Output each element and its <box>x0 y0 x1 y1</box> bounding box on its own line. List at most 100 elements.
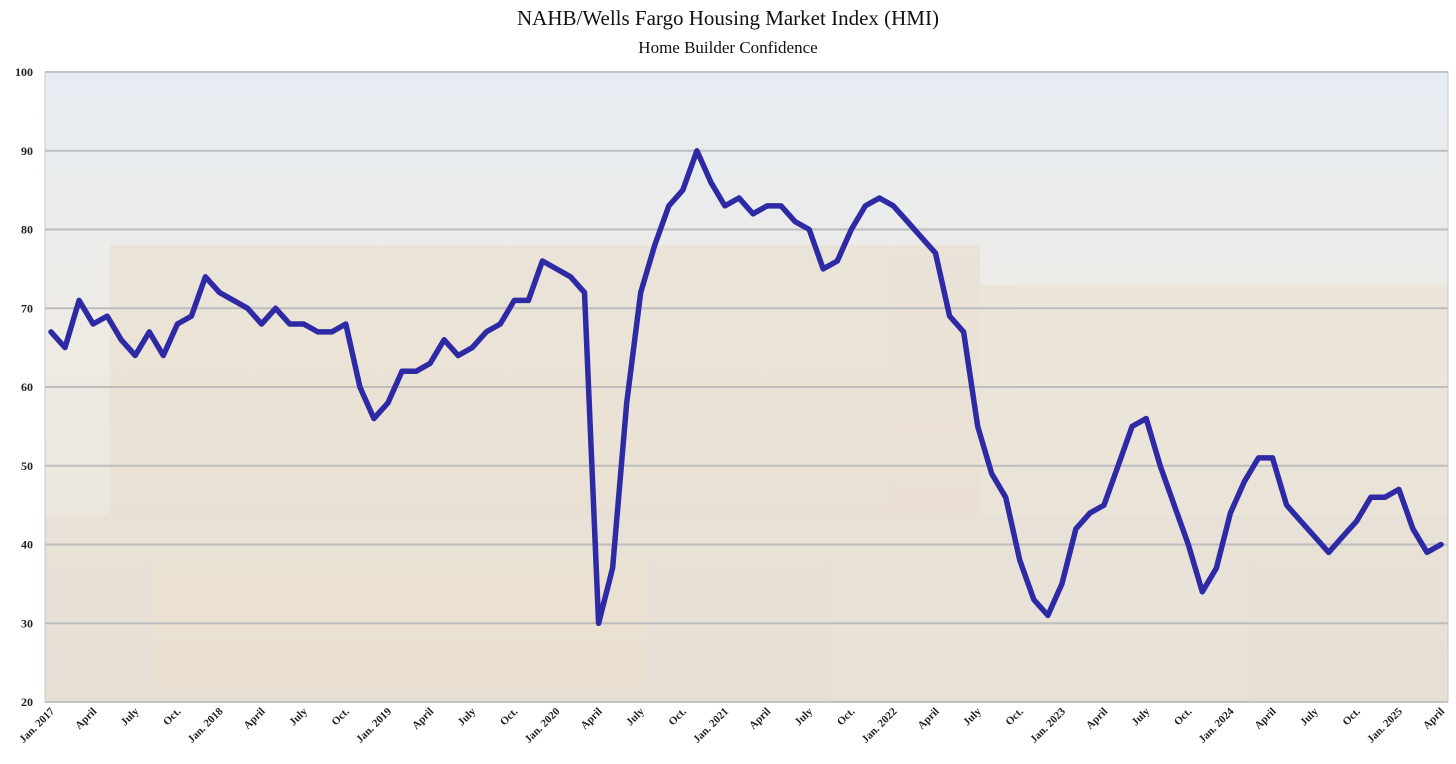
data-point <box>1340 534 1345 539</box>
data-point <box>596 621 601 626</box>
x-tick-label: Jan. 2018 <box>186 705 226 745</box>
data-point <box>961 329 966 334</box>
data-point <box>1326 550 1331 555</box>
data-point <box>708 180 713 185</box>
data-point <box>933 251 938 256</box>
x-tick-label: July <box>456 705 479 728</box>
x-tick-label: Jan. 2025 <box>1365 705 1405 745</box>
x-tick-label: Oct. <box>161 705 184 728</box>
data-point <box>568 274 573 279</box>
data-point <box>1242 479 1247 484</box>
x-tick-label: April <box>1084 706 1110 732</box>
x-tick-label: April <box>242 706 268 732</box>
y-tick-label: 80 <box>21 223 33 237</box>
x-tick-label: July <box>1298 705 1321 728</box>
data-point <box>1284 503 1289 508</box>
data-point <box>1158 463 1163 468</box>
data-point <box>779 203 784 208</box>
data-point <box>680 188 685 193</box>
x-tick-label: April <box>410 706 436 732</box>
data-point <box>1439 542 1444 547</box>
x-tick-label: April <box>747 706 773 732</box>
data-point <box>287 322 292 327</box>
x-tick-label: July <box>287 705 310 728</box>
data-point <box>512 298 517 303</box>
data-point <box>470 345 475 350</box>
data-point <box>105 314 110 319</box>
data-point <box>1298 518 1303 523</box>
plot-frame <box>44 71 1449 703</box>
x-tick-label: Oct. <box>835 705 858 728</box>
y-tick-label: 50 <box>21 459 33 473</box>
x-tick-label: Oct. <box>498 705 521 728</box>
data-point <box>1186 542 1191 547</box>
data-point <box>1396 487 1401 492</box>
data-point <box>343 322 348 327</box>
data-point <box>736 196 741 201</box>
data-point <box>217 290 222 295</box>
y-tick-label: 70 <box>21 301 33 315</box>
data-point <box>133 353 138 358</box>
data-point <box>1003 495 1008 500</box>
y-tick-label: 100 <box>15 65 33 79</box>
data-point <box>835 259 840 264</box>
data-point <box>175 322 180 327</box>
x-tick-label: Oct. <box>1003 705 1026 728</box>
chart-title: NAHB/Wells Fargo Housing Market Index (H… <box>517 6 939 30</box>
data-point <box>877 196 882 201</box>
series-line-hmi <box>48 148 1444 627</box>
data-point <box>863 203 868 208</box>
data-point <box>765 203 770 208</box>
data-point <box>1382 495 1387 500</box>
x-tick-label: Jan. 2024 <box>1196 705 1236 745</box>
y-tick-label: 30 <box>21 616 33 630</box>
data-point <box>484 329 489 334</box>
x-tick-label: July <box>793 705 816 728</box>
x-tick-label: Oct. <box>1340 705 1363 728</box>
y-tick-label: 20 <box>21 695 33 709</box>
data-point <box>259 322 264 327</box>
x-tick-label: Jan. 2023 <box>1028 705 1068 745</box>
data-point <box>1354 518 1359 523</box>
data-point <box>329 329 334 334</box>
data-point <box>1017 558 1022 563</box>
data-point <box>891 203 896 208</box>
data-point <box>371 416 376 421</box>
x-tick-label: April <box>73 706 99 732</box>
data-point <box>414 369 419 374</box>
data-point <box>91 322 96 327</box>
x-tick-label: Oct. <box>329 705 352 728</box>
x-tick-label: April <box>1252 706 1278 732</box>
data-point <box>1144 416 1149 421</box>
data-point <box>315 329 320 334</box>
data-point <box>301 322 306 327</box>
x-tick-label: Jan. 2022 <box>860 705 900 745</box>
data-point <box>1410 526 1415 531</box>
data-point <box>498 322 503 327</box>
data-point <box>540 259 545 264</box>
data-point <box>1228 511 1233 516</box>
x-tick-label: Jan. 2021 <box>691 706 731 746</box>
x-tick-label: Oct. <box>666 705 689 728</box>
data-point <box>1368 495 1373 500</box>
data-point <box>273 306 278 311</box>
data-point <box>793 219 798 224</box>
data-point <box>203 274 208 279</box>
data-point <box>1045 613 1050 618</box>
data-point <box>357 385 362 390</box>
data-point <box>905 219 910 224</box>
y-tick-label: 60 <box>21 380 33 394</box>
data-point <box>1087 511 1092 516</box>
data-point <box>554 266 559 271</box>
data-point <box>722 203 727 208</box>
data-point <box>119 337 124 342</box>
data-point <box>400 369 405 374</box>
data-point <box>1200 589 1205 594</box>
data-point <box>147 329 152 334</box>
x-tick-label: July <box>961 705 984 728</box>
x-tick-label: July <box>119 705 142 728</box>
x-tick-label: April <box>915 706 941 732</box>
data-point <box>638 290 643 295</box>
x-tick-label: Jan. 2017 <box>17 705 57 745</box>
